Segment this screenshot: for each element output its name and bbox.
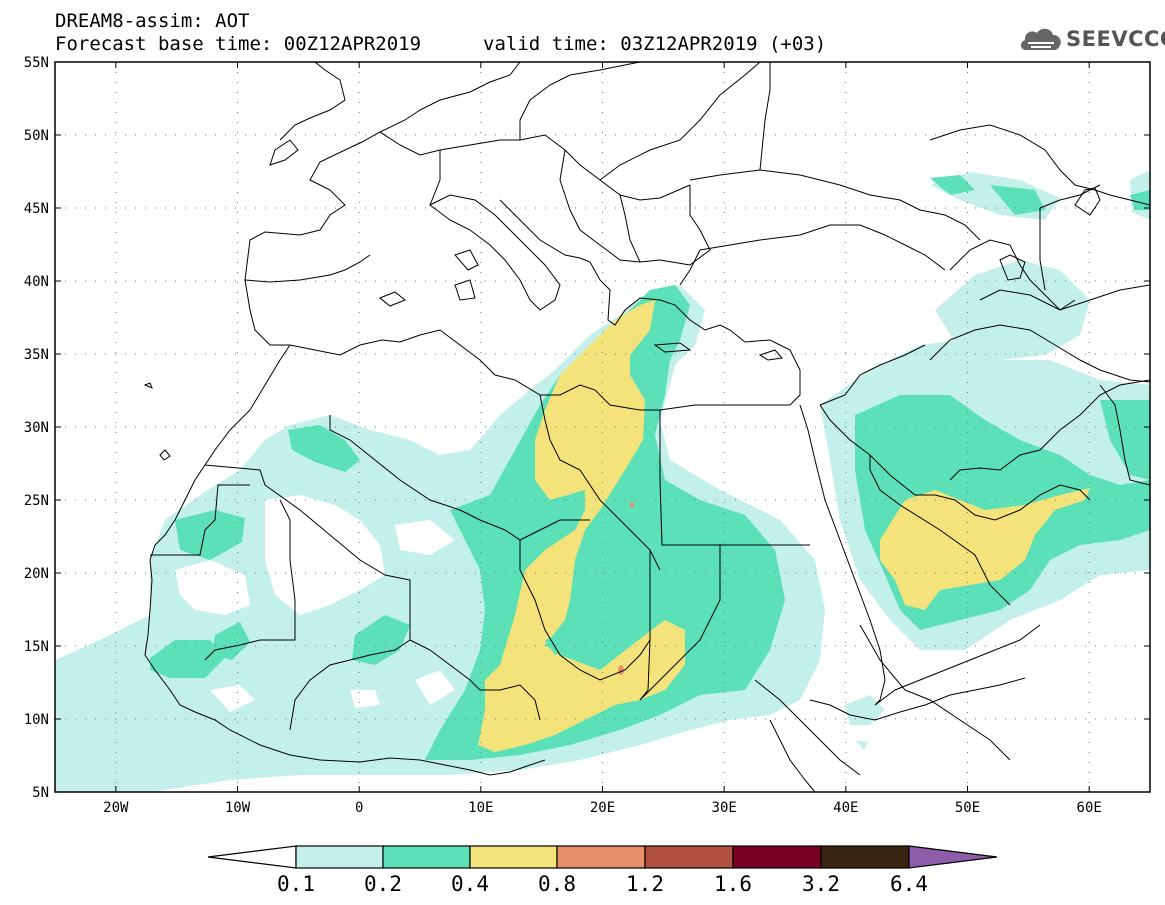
colorbar-bin-0.4 bbox=[469, 845, 558, 869]
colorbar-label: 0.2 bbox=[364, 872, 402, 896]
logo-text: SEEVCCC bbox=[1066, 27, 1165, 51]
latitude-label: 40N bbox=[24, 274, 49, 290]
colorbar-under-arrow bbox=[207, 845, 297, 869]
colorbar-bin-0.1 bbox=[295, 845, 384, 869]
latitude-labels: 55N 50N 45N 40N 35N 30N 25N 20N 15N 10N 5N bbox=[24, 55, 49, 801]
latitude-label: 35N bbox=[24, 347, 49, 363]
colorbar-label: 0.4 bbox=[451, 872, 489, 896]
latitude-label: 20N bbox=[24, 566, 49, 582]
longitude-label: 20E bbox=[590, 800, 615, 816]
longitude-label: 60E bbox=[1077, 800, 1102, 816]
latitude-label: 55N bbox=[24, 55, 49, 71]
colorbar-label: 0.8 bbox=[538, 872, 576, 896]
longitude-label: 20W bbox=[103, 800, 129, 816]
aot-field bbox=[55, 170, 1150, 792]
latitude-label: 10N bbox=[24, 712, 49, 728]
colorbar-label: 1.6 bbox=[714, 872, 752, 896]
cloud-icon bbox=[1020, 28, 1061, 50]
colorbar-over-arrow bbox=[908, 845, 998, 869]
axis-ticks bbox=[55, 61, 1150, 793]
seevccc-logo: SEEVCCC bbox=[1018, 24, 1165, 56]
longitude-labels: 20W 10W 0 10E 20E 30E 40E 50E 60E bbox=[103, 800, 1102, 816]
colorbar-bin-1.6 bbox=[732, 845, 822, 869]
colorbar-bin-1.2 bbox=[644, 845, 734, 869]
longitude-label: 0 bbox=[355, 800, 363, 816]
longitude-label: 40E bbox=[833, 800, 858, 816]
longitude-label: 10W bbox=[225, 800, 251, 816]
valid-time: valid time: 03Z12APR2019 (+03) bbox=[483, 33, 827, 55]
latitude-label: 5N bbox=[32, 785, 49, 801]
aot-clear-areas bbox=[175, 455, 910, 712]
aot-level-0.2-interior bbox=[545, 560, 630, 655]
longitude-label: 50E bbox=[955, 800, 980, 816]
colorbar-label: 6.4 bbox=[890, 872, 928, 896]
colorbar-bin-0.8 bbox=[556, 845, 646, 869]
longitude-label: 10E bbox=[468, 800, 493, 816]
colorbar-label: 0.1 bbox=[277, 872, 315, 896]
map-title: DREAM8-assim: AOT bbox=[55, 10, 250, 32]
latitude-label: 50N bbox=[24, 128, 49, 144]
latitude-label: 25N bbox=[24, 493, 49, 509]
latitude-label: 15N bbox=[24, 639, 49, 655]
colorbar-bin-0.2 bbox=[382, 845, 471, 869]
colorbar-bin-3.2 bbox=[820, 845, 910, 869]
latitude-label: 45N bbox=[24, 201, 49, 217]
longitude-label: 30E bbox=[712, 800, 737, 816]
coastlines-borders bbox=[143, 62, 1150, 792]
aot-colorbar: 0.1 0.2 0.4 0.8 1.2 1.6 3.2 6.4 bbox=[207, 845, 998, 896]
forecast-base-time: Forecast base time: 00Z12APR2019 bbox=[55, 33, 422, 55]
latitude-label: 30N bbox=[24, 420, 49, 436]
colorbar-label: 3.2 bbox=[802, 872, 840, 896]
aot-level-0.4 bbox=[478, 300, 1090, 752]
colorbar-label: 1.2 bbox=[626, 872, 664, 896]
